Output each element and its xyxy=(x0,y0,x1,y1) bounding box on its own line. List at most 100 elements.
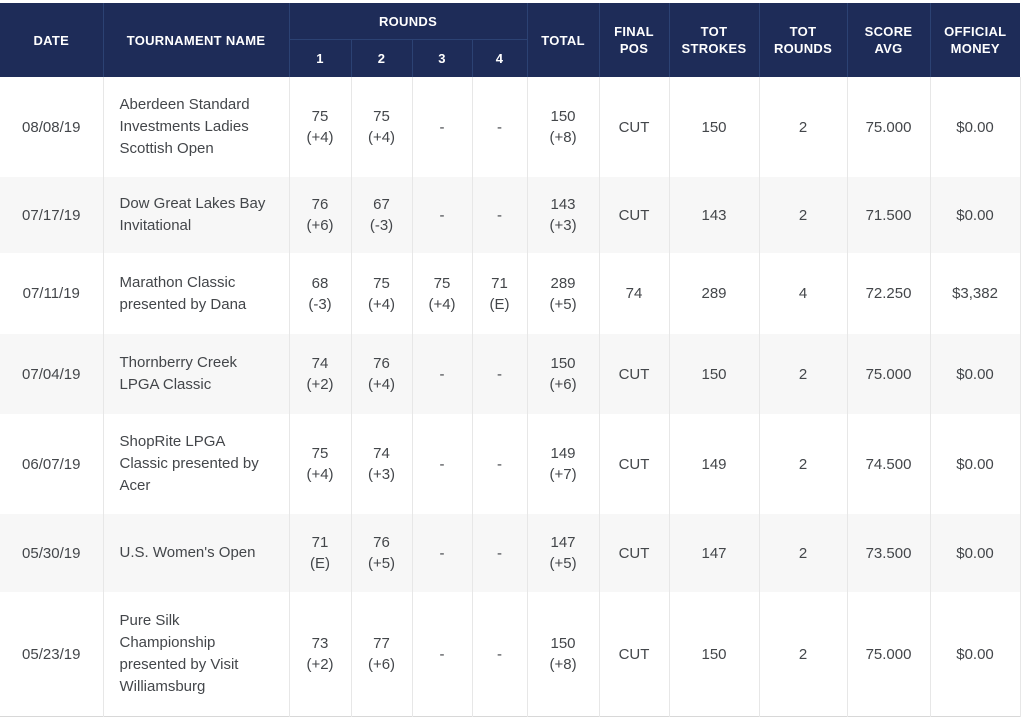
round-2-cell: 75 (+4) xyxy=(350,253,412,334)
tournament-name-cell: Dow Great Lakes Bay Invitational xyxy=(102,177,289,253)
round-2-cell: 76 (+5) xyxy=(350,514,412,592)
date-cell: 05/30/19 xyxy=(22,544,81,562)
col-header-round-4: 4 xyxy=(471,39,528,77)
tot-rounds-cell: 2 xyxy=(758,177,848,253)
col-header-date: DATE xyxy=(0,3,103,77)
final-pos-cell: CUT xyxy=(598,414,670,514)
score-avg-cell: 74.500 xyxy=(846,414,931,514)
round-1-cell: 75 (+4) xyxy=(288,414,351,514)
final-pos-cell: CUT xyxy=(598,77,670,177)
date-cell: 07/11/19 xyxy=(22,285,80,302)
round-3-cell: - xyxy=(411,592,472,717)
official-money-cell: $0.00 xyxy=(929,334,1021,414)
score-avg-cell: 73.500 xyxy=(846,514,931,592)
round-4-cell: - xyxy=(471,514,528,592)
round-4-cell: 71 (E) xyxy=(471,253,528,334)
date-cell: 07/04/19 xyxy=(22,365,81,383)
total-cell: 289 (+5) xyxy=(526,253,600,334)
table-row: 06/07/19 ShopRite LPGA Classic presented… xyxy=(0,414,1021,514)
round-2-cell: 76 (+4) xyxy=(350,334,412,414)
col-header-rounds-group: ROUNDS xyxy=(288,3,528,40)
round-1-cell: 74 (+2) xyxy=(288,334,351,414)
col-header-round-2: 2 xyxy=(350,39,412,77)
tot-strokes-cell: 143 xyxy=(668,177,760,253)
official-money-cell: $0.00 xyxy=(929,77,1021,177)
round-1-cell: 73 (+2) xyxy=(288,592,351,717)
final-pos-cell: CUT xyxy=(598,592,670,717)
round-4-cell: - xyxy=(471,414,528,514)
round-4-cell: - xyxy=(471,77,528,177)
tot-rounds-cell: 4 xyxy=(758,253,848,334)
table-header: DATE TOURNAMENT NAME ROUNDS TOTAL FINAL … xyxy=(0,3,1021,77)
tot-strokes-cell: 147 xyxy=(668,514,760,592)
final-pos-cell: 74 xyxy=(598,253,670,334)
score-avg-cell: 71.500 xyxy=(846,177,931,253)
table-row: 07/04/19 Thornberry Creek LPGA Classic 7… xyxy=(0,334,1021,414)
tournament-name-cell: Aberdeen Standard Investments Ladies Sco… xyxy=(102,77,289,177)
tot-strokes-cell: 289 xyxy=(668,253,760,334)
official-money-cell: $3,382 xyxy=(929,253,1021,334)
tot-rounds-cell: 2 xyxy=(758,334,848,414)
date-cell: 07/17/19 xyxy=(22,206,81,224)
date-cell: 05/23/19 xyxy=(22,645,81,663)
tot-rounds-cell: 2 xyxy=(758,77,848,177)
col-header-final-pos: FINAL POS xyxy=(598,3,670,77)
round-4-cell: - xyxy=(471,334,528,414)
total-cell: 150 (+6) xyxy=(526,334,600,414)
official-money-cell: $0.00 xyxy=(929,514,1021,592)
col-header-score-avg: SCORE AVG xyxy=(846,3,931,77)
tot-rounds-cell: 2 xyxy=(758,414,848,514)
total-cell: 150 (+8) xyxy=(526,77,600,177)
round-1-cell: 75 (+4) xyxy=(288,77,351,177)
tournament-name-cell: ShopRite LPGA Classic presented by Acer xyxy=(102,414,289,514)
round-2-cell: 77 (+6) xyxy=(350,592,412,717)
round-3-cell: 75 (+4) xyxy=(411,253,472,334)
round-3-cell: - xyxy=(411,77,472,177)
round-3-cell: - xyxy=(411,334,472,414)
round-1-cell: 68 (-3) xyxy=(288,253,351,334)
score-avg-cell: 72.250 xyxy=(846,253,931,334)
tot-strokes-cell: 150 xyxy=(668,77,760,177)
official-money-cell: $0.00 xyxy=(929,177,1021,253)
score-avg-cell: 75.000 xyxy=(846,77,931,177)
date-cell: 06/07/19 xyxy=(22,455,81,473)
round-3-cell: - xyxy=(411,414,472,514)
table-row: 05/30/19 U.S. Women's Open 71 (E) 76 (+5) … xyxy=(0,514,1021,592)
round-1-cell: 76 (+6) xyxy=(288,177,351,253)
tournament-name-cell: Marathon Classic presented by Dana xyxy=(102,253,289,334)
tot-strokes-cell: 149 xyxy=(668,414,760,514)
score-avg-cell: 75.000 xyxy=(846,592,931,717)
total-cell: 143 (+3) xyxy=(526,177,600,253)
round-4-cell: - xyxy=(471,592,528,717)
official-money-cell: $0.00 xyxy=(929,414,1021,514)
total-cell: 147 (+5) xyxy=(526,514,600,592)
table-row: 05/23/19 Pure Silk Championship presente… xyxy=(0,592,1021,717)
round-2-cell: 75 (+4) xyxy=(350,77,412,177)
col-header-total: TOTAL xyxy=(526,3,600,77)
total-cell: 149 (+7) xyxy=(526,414,600,514)
tot-strokes-cell: 150 xyxy=(668,592,760,717)
tot-rounds-cell: 2 xyxy=(758,514,848,592)
col-header-round-1: 1 xyxy=(288,39,351,77)
col-header-tournament-name: TOURNAMENT NAME xyxy=(102,3,289,77)
table-row: 08/08/19 Aberdeen Standard Investments L… xyxy=(0,77,1021,177)
round-3-cell: - xyxy=(411,514,472,592)
tournament-name-cell: U.S. Women's Open xyxy=(102,514,289,592)
tournament-name-cell: Pure Silk Championship presented by Visi… xyxy=(102,592,289,717)
tot-strokes-cell: 150 xyxy=(668,334,760,414)
round-2-cell: 74 (+3) xyxy=(350,414,412,514)
score-avg-cell: 75.000 xyxy=(846,334,931,414)
tournament-results-table: DATE TOURNAMENT NAME ROUNDS TOTAL FINAL … xyxy=(0,3,1021,717)
final-pos-cell: CUT xyxy=(598,334,670,414)
round-3-cell: - xyxy=(411,177,472,253)
date-cell: 08/08/19 xyxy=(22,118,81,136)
round-1-cell: 71 (E) xyxy=(288,514,351,592)
official-money-cell: $0.00 xyxy=(929,592,1021,717)
col-header-round-3: 3 xyxy=(411,39,472,77)
final-pos-cell: CUT xyxy=(598,177,670,253)
col-header-tot-strokes: TOT STROKES xyxy=(668,3,760,77)
round-2-cell: 67 (-3) xyxy=(350,177,412,253)
round-4-cell: - xyxy=(471,177,528,253)
tournament-name-cell: Thornberry Creek LPGA Classic xyxy=(102,334,289,414)
